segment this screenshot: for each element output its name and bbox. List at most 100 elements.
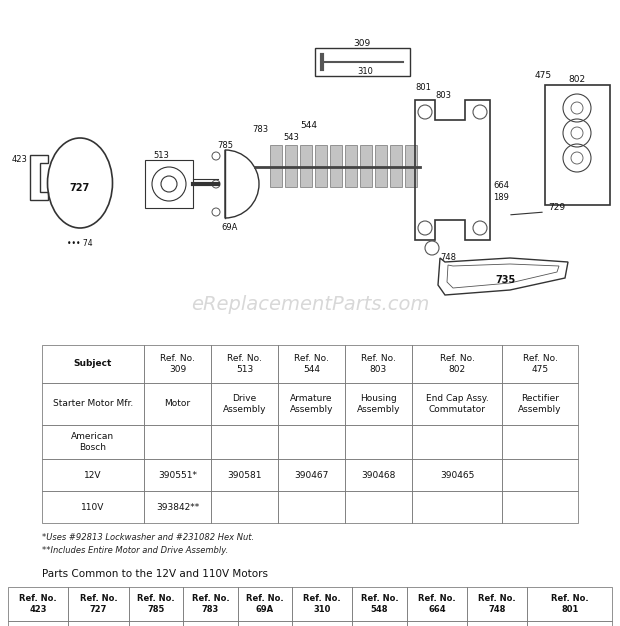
Text: *Uses #92813 Lockwasher and #231082 Hex Nut.: *Uses #92813 Lockwasher and #231082 Hex … xyxy=(42,533,254,542)
Text: Ref. No.
803: Ref. No. 803 xyxy=(361,354,396,374)
Bar xyxy=(278,459,345,491)
Text: 12V: 12V xyxy=(84,471,102,480)
Bar xyxy=(545,85,610,205)
Text: 748: 748 xyxy=(440,254,456,262)
Bar xyxy=(502,459,578,491)
Bar xyxy=(292,587,352,621)
Bar xyxy=(144,459,211,491)
Bar xyxy=(42,425,144,459)
Bar xyxy=(129,621,183,626)
Text: Ref. No.
801: Ref. No. 801 xyxy=(551,594,588,613)
Bar xyxy=(144,345,211,383)
Text: Starter Motor Mfr.: Starter Motor Mfr. xyxy=(53,399,133,409)
Bar xyxy=(467,587,528,621)
Text: 802: 802 xyxy=(569,76,585,85)
Bar xyxy=(412,345,502,383)
Text: 801: 801 xyxy=(415,83,431,93)
Text: Armature
Assembly: Armature Assembly xyxy=(290,394,333,414)
Bar xyxy=(502,491,578,523)
Text: 544: 544 xyxy=(300,120,317,130)
Bar xyxy=(211,345,278,383)
Bar xyxy=(129,587,183,621)
Text: 783: 783 xyxy=(252,125,268,135)
Text: Rectifier
Assembly: Rectifier Assembly xyxy=(518,394,562,414)
Text: Ref. No.
727: Ref. No. 727 xyxy=(80,594,117,613)
Text: Ref. No.
310: Ref. No. 310 xyxy=(303,594,341,613)
Bar xyxy=(42,459,144,491)
Text: 390467: 390467 xyxy=(294,471,329,480)
Text: 390465: 390465 xyxy=(440,471,474,480)
Text: 785: 785 xyxy=(217,140,233,150)
Text: 310: 310 xyxy=(357,68,373,76)
Bar xyxy=(68,621,129,626)
Bar xyxy=(315,48,410,76)
Bar xyxy=(183,587,237,621)
Bar xyxy=(8,621,68,626)
Bar xyxy=(278,345,345,383)
Bar xyxy=(278,425,345,459)
Text: Housing
Assembly: Housing Assembly xyxy=(356,394,400,414)
Bar xyxy=(237,621,292,626)
Bar xyxy=(285,145,297,187)
Bar xyxy=(345,145,357,187)
Bar xyxy=(315,145,327,187)
Text: 803: 803 xyxy=(435,91,451,101)
Bar xyxy=(412,491,502,523)
Bar xyxy=(412,383,502,425)
Bar xyxy=(211,425,278,459)
Bar xyxy=(502,345,578,383)
Text: Subject: Subject xyxy=(74,359,112,369)
Bar xyxy=(345,425,412,459)
Bar xyxy=(330,145,342,187)
Bar xyxy=(42,491,144,523)
Bar xyxy=(528,587,612,621)
Bar xyxy=(360,145,372,187)
Text: Ref. No.
423: Ref. No. 423 xyxy=(19,594,57,613)
Text: 390551*: 390551* xyxy=(158,471,197,480)
Text: 189: 189 xyxy=(493,193,509,202)
Bar xyxy=(407,587,467,621)
Text: Ref. No.
748: Ref. No. 748 xyxy=(479,594,516,613)
Text: Parts Common to the 12V and 110V Motors: Parts Common to the 12V and 110V Motors xyxy=(42,569,268,579)
Text: 664: 664 xyxy=(493,180,509,190)
Text: American
Bosch: American Bosch xyxy=(71,433,115,452)
Bar xyxy=(345,345,412,383)
Bar xyxy=(407,621,467,626)
Text: Ref. No.
475: Ref. No. 475 xyxy=(523,354,557,374)
Text: 423: 423 xyxy=(12,155,28,165)
Text: Ref. No.
664: Ref. No. 664 xyxy=(418,594,456,613)
Bar xyxy=(144,383,211,425)
Bar xyxy=(352,621,407,626)
Bar xyxy=(345,491,412,523)
Text: eReplacementParts.com: eReplacementParts.com xyxy=(191,295,429,314)
Bar xyxy=(278,383,345,425)
Text: Drive
Assembly: Drive Assembly xyxy=(223,394,266,414)
Bar xyxy=(278,491,345,523)
Bar xyxy=(345,383,412,425)
Text: 543: 543 xyxy=(283,133,299,143)
Bar xyxy=(412,425,502,459)
Text: Ref. No.
548: Ref. No. 548 xyxy=(361,594,398,613)
Bar xyxy=(292,621,352,626)
Bar xyxy=(502,383,578,425)
Text: Ref. No.
544: Ref. No. 544 xyxy=(294,354,329,374)
Bar xyxy=(270,145,282,187)
Text: 309: 309 xyxy=(353,39,371,48)
Text: Motor: Motor xyxy=(164,399,190,409)
Text: 513: 513 xyxy=(153,150,169,160)
Text: Ref. No.
513: Ref. No. 513 xyxy=(227,354,262,374)
Text: 390581: 390581 xyxy=(227,471,262,480)
Bar xyxy=(300,145,312,187)
Bar xyxy=(68,587,129,621)
Text: **Includes Entire Motor and Drive Assembly.: **Includes Entire Motor and Drive Assemb… xyxy=(42,546,228,555)
Bar xyxy=(352,587,407,621)
Bar xyxy=(8,587,68,621)
Text: Ref. No.
785: Ref. No. 785 xyxy=(137,594,175,613)
Bar xyxy=(42,345,144,383)
Text: 69A: 69A xyxy=(222,223,238,232)
Bar xyxy=(183,621,237,626)
Text: Ref. No.
309: Ref. No. 309 xyxy=(160,354,195,374)
Bar xyxy=(405,145,417,187)
Text: Ref. No.
69A: Ref. No. 69A xyxy=(246,594,283,613)
Bar xyxy=(237,587,292,621)
